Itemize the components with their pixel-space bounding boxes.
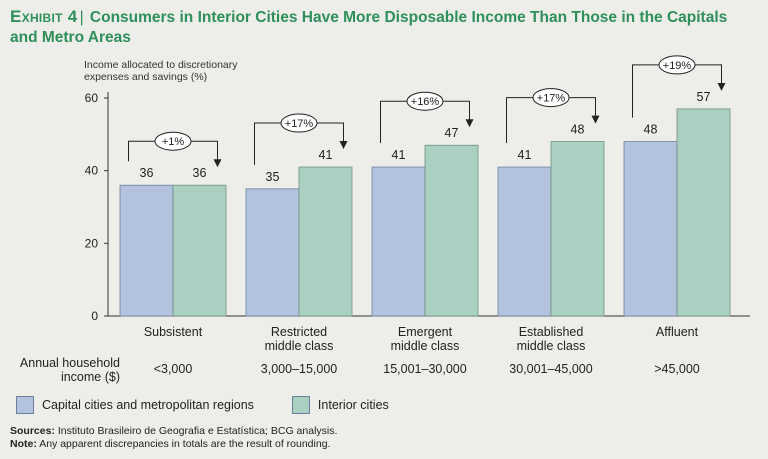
bar-capital-1 bbox=[245, 188, 300, 317]
category-label-3-line-1: Established bbox=[519, 325, 584, 339]
bar-interior-0 bbox=[172, 184, 227, 317]
change-badge-2 bbox=[406, 91, 444, 111]
change-label-0: +1% bbox=[162, 136, 185, 148]
sources-text: Instituto Brasileiro de Geografia e Esta… bbox=[57, 425, 338, 437]
y-axis-label-line-1: Income allocated to discretionary bbox=[84, 59, 238, 71]
data-label-interior-4: 57 bbox=[697, 90, 711, 104]
legend-swatch-capital bbox=[16, 396, 34, 414]
legend-item-interior: Interior cities bbox=[291, 396, 389, 414]
y-tick-label-60: 60 bbox=[85, 91, 99, 105]
income-range-3: 30,001–45,000 bbox=[509, 362, 592, 376]
change-label-4: +19% bbox=[663, 60, 692, 72]
category-label-0: Subsistent bbox=[144, 325, 203, 339]
bar-interior-1 bbox=[298, 166, 353, 317]
legend-swatch-interior bbox=[291, 396, 310, 414]
note-line: Note: Any apparent discrepancies in tota… bbox=[10, 438, 760, 451]
y-axis-label: Income allocated to discretionary expense… bbox=[84, 59, 238, 83]
income-range-4: >45,000 bbox=[654, 362, 700, 376]
data-label-capital-3: 41 bbox=[518, 148, 532, 162]
bar-capital-3 bbox=[497, 166, 552, 317]
bar-interior-3 bbox=[550, 141, 605, 317]
row-label-line-2: income ($) bbox=[61, 370, 120, 384]
chart-bars bbox=[119, 108, 731, 317]
chart-annotations: +1% +17% +16% +17% +19% bbox=[128, 55, 726, 168]
y-axis-label-line-2: expenses and savings (%) bbox=[84, 71, 207, 83]
category-label-1-line-2: middle class bbox=[265, 339, 334, 353]
category-label-4: Affluent bbox=[656, 325, 699, 339]
category-label-2-line-2: middle class bbox=[391, 339, 460, 353]
note-text: Any apparent discrepancies in totals are… bbox=[39, 438, 331, 450]
change-badge-3 bbox=[532, 88, 570, 108]
data-label-capital-4: 48 bbox=[644, 123, 658, 137]
sources-label: Sources: bbox=[10, 425, 55, 437]
change-badge-4 bbox=[658, 55, 696, 75]
title-text: Consumers in Interior Cities Have More D… bbox=[10, 9, 728, 46]
change-badge-1 bbox=[280, 113, 318, 133]
income-range-0: <3,000 bbox=[154, 362, 193, 376]
chart-title: Exhibit 4 | Consumers in Interior Cities … bbox=[10, 7, 750, 48]
category-label-3-line-2: middle class bbox=[517, 339, 586, 353]
data-label-interior-3: 48 bbox=[571, 123, 585, 137]
data-label-capital-0: 36 bbox=[140, 166, 154, 180]
sources-line: Sources: Instituto Brasileiro de Geograf… bbox=[10, 425, 760, 438]
category-label-1-line-1: Restricted bbox=[271, 325, 327, 339]
bar-interior-4 bbox=[676, 108, 731, 317]
data-label-interior-0: 36 bbox=[193, 166, 207, 180]
change-badge-0 bbox=[154, 131, 192, 151]
row-label-line-1: Annual household bbox=[20, 356, 120, 370]
chart-labels: 36 36Subsistent<3,0003541Restrictedmiddle… bbox=[20, 90, 711, 384]
bar-capital-4 bbox=[623, 141, 678, 317]
income-range-2: 15,001–30,000 bbox=[383, 362, 466, 376]
category-label-2-line-1: Emergent bbox=[398, 325, 453, 339]
footer-notes: Sources: Instituto Brasileiro de Geograf… bbox=[10, 425, 760, 451]
bar-interior-2 bbox=[424, 144, 479, 317]
data-label-interior-1: 41 bbox=[319, 148, 333, 162]
legend-item-capital: Capital cities and metropolitan regions bbox=[16, 396, 254, 414]
title-separator: | bbox=[79, 9, 84, 26]
legend-label-interior: Interior cities bbox=[317, 398, 389, 412]
y-tick-label-40: 40 bbox=[85, 164, 99, 178]
chart-legend: Capital cities and metropolitan regions … bbox=[16, 396, 427, 414]
income-range-1: 3,000–15,000 bbox=[261, 362, 338, 376]
data-label-capital-1: 35 bbox=[266, 170, 280, 184]
note-label: Note: bbox=[10, 438, 37, 450]
legend-label-capital: Capital cities and metropolitan regions bbox=[42, 398, 254, 412]
y-tick-label-0: 0 bbox=[91, 309, 98, 323]
data-label-interior-2: 47 bbox=[445, 126, 459, 140]
exhibit-label: Exhibit 4 bbox=[10, 7, 78, 26]
data-label-capital-2: 41 bbox=[392, 148, 406, 162]
change-label-1: +17% bbox=[285, 118, 314, 130]
change-label-3: +17% bbox=[537, 93, 566, 105]
y-tick-label-20: 20 bbox=[85, 236, 99, 250]
bar-capital-2 bbox=[371, 166, 426, 317]
bar-capital-0 bbox=[119, 184, 174, 317]
change-label-2: +16% bbox=[411, 96, 440, 108]
